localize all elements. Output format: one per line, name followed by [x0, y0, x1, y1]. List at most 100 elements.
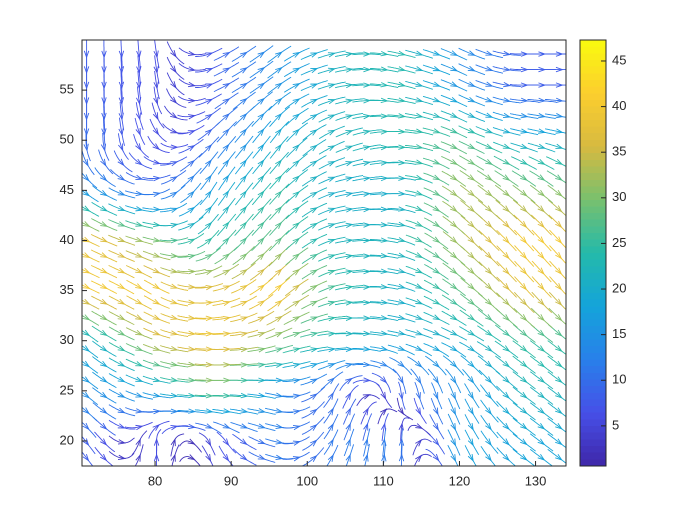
streamline [234, 135, 254, 159]
streamline [143, 295, 170, 309]
streamline [510, 156, 538, 170]
arrowhead [240, 190, 247, 198]
arrowhead [205, 454, 212, 463]
streamline [369, 83, 399, 89]
arrowhead [170, 144, 179, 150]
arrowhead [135, 237, 144, 243]
streamline [334, 52, 364, 58]
arrowhead [153, 50, 159, 59]
arrowhead [381, 437, 387, 446]
arrowhead [187, 254, 197, 260]
arrowhead [292, 190, 301, 198]
streamline [300, 64, 328, 76]
arrowhead [170, 81, 177, 89]
arrowhead [555, 97, 564, 104]
arrowhead [502, 251, 510, 260]
streamline [159, 220, 188, 227]
streamline [362, 413, 373, 441]
arrowhead [380, 144, 389, 151]
arrowhead [310, 207, 319, 214]
arrowhead [432, 112, 441, 118]
streamline [213, 77, 240, 93]
arrowhead [327, 407, 334, 416]
arrowhead [502, 283, 510, 291]
arrowhead [82, 422, 90, 431]
arrowhead [152, 423, 161, 431]
arrowhead [363, 66, 372, 73]
arrowhead [397, 221, 407, 227]
arrowhead [380, 422, 387, 431]
arrowhead [363, 284, 372, 290]
arrowhead [502, 220, 510, 229]
streamline [252, 151, 271, 175]
arrowhead [170, 453, 176, 462]
streamline [179, 456, 201, 466]
arrowhead [450, 314, 459, 321]
streamline [323, 413, 339, 440]
arrowhead [432, 345, 441, 352]
streamline [496, 229, 517, 252]
streamline [369, 208, 399, 211]
streamline [460, 277, 483, 297]
streamline [212, 331, 241, 335]
arrowhead [345, 453, 351, 462]
streamline [478, 369, 500, 391]
streamline [301, 401, 325, 419]
arrowhead [275, 377, 284, 383]
streamline [177, 378, 206, 382]
arrowhead [152, 283, 161, 290]
streamline [194, 409, 224, 415]
streamline [265, 392, 294, 398]
streamline [318, 283, 346, 293]
arrowhead [502, 159, 511, 165]
streamline [301, 109, 328, 125]
streamline [429, 414, 445, 440]
arrowhead [485, 236, 493, 244]
streamline [318, 252, 346, 262]
arrowhead [205, 330, 214, 337]
streamline [447, 382, 461, 410]
streamline [230, 421, 258, 433]
arrowhead [117, 267, 126, 274]
streamline [108, 326, 135, 341]
arrowhead [432, 283, 441, 290]
arrowhead [135, 206, 144, 212]
arrowhead [520, 236, 528, 244]
arrowhead [502, 453, 510, 462]
arrowhead [467, 329, 476, 337]
arrowhead [205, 52, 214, 58]
streamline [269, 167, 290, 190]
arrowhead [275, 284, 283, 292]
arrowhead [520, 143, 529, 149]
streamline [213, 46, 240, 61]
streamline [405, 343, 433, 357]
streamline [217, 135, 237, 159]
streamline [318, 173, 346, 185]
arrowhead [345, 300, 354, 306]
arrowhead [537, 298, 545, 306]
arrowhead [485, 345, 493, 352]
arrowhead [135, 252, 144, 258]
streamline [398, 381, 406, 410]
streamline [269, 183, 290, 205]
arrowhead [327, 145, 336, 152]
arrowhead [117, 252, 126, 258]
streamline [194, 332, 224, 335]
arrowhead [485, 66, 494, 72]
streamline [285, 262, 309, 281]
streamline [480, 415, 499, 439]
streamline [334, 254, 364, 260]
arrowhead [415, 376, 422, 385]
arrowhead [398, 422, 404, 431]
streamline [252, 120, 272, 144]
y-tick-label: 30 [60, 332, 74, 347]
arrowhead [83, 50, 90, 59]
arrowhead [205, 408, 214, 414]
streamline [514, 245, 535, 267]
streamline [387, 252, 416, 262]
streamline [458, 94, 486, 107]
streamline [142, 343, 171, 354]
arrowhead [432, 298, 441, 305]
arrowhead [485, 128, 494, 134]
streamline [447, 413, 461, 441]
